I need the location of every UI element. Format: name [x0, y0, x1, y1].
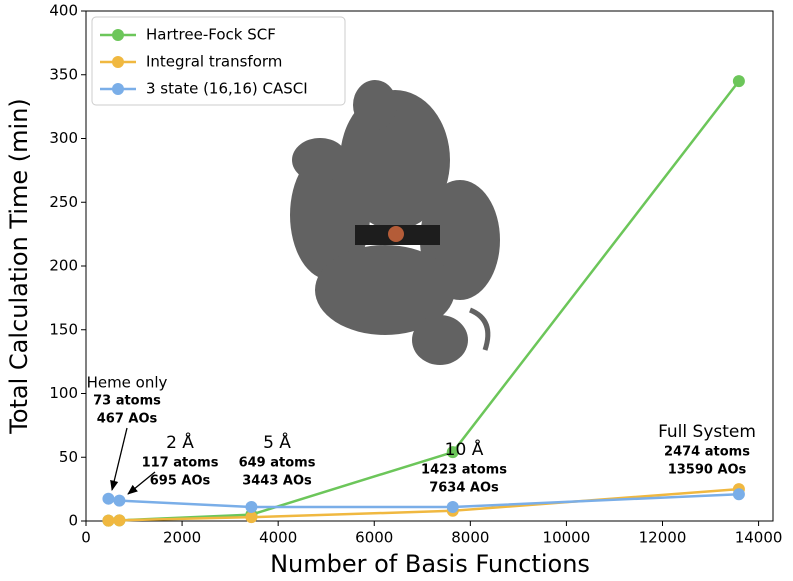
legend-marker [112, 56, 124, 68]
annotation-line: 695 AOs [150, 474, 211, 489]
annotation-title: 5 Å [263, 431, 291, 453]
y-tick-label: 100 [49, 384, 78, 402]
legend-marker [112, 83, 124, 95]
data-point [102, 492, 115, 505]
arrow [110, 427, 128, 492]
annotation-line: 467 AOs [97, 412, 158, 427]
x-tick-label: 10000 [543, 529, 591, 547]
x-tick-label: 6000 [355, 529, 393, 547]
annotation-title: Full System [658, 422, 756, 442]
data-point [446, 500, 459, 513]
y-tick-label: 200 [49, 257, 78, 275]
legend-label: Integral transform [146, 53, 282, 71]
annotation-line: 649 atoms [239, 456, 316, 471]
x-tick-label: 4000 [259, 529, 297, 547]
data-point [732, 488, 745, 501]
legend-label: 3 state (16,16) CASCI [146, 80, 308, 98]
annotation-line: 3443 AOs [242, 474, 312, 489]
y-tick-label: 400 [49, 2, 78, 20]
annotation-title: 10 Å [445, 438, 484, 460]
protein-image [290, 80, 500, 365]
data-point [446, 446, 459, 459]
y-axis-label: Total Calculation Time (min) [5, 98, 33, 435]
annotation-line: 1423 atoms [421, 463, 507, 478]
annotation-title: Heme only [87, 374, 168, 392]
legend-marker [112, 29, 124, 41]
annotation-line: 13590 AOs [668, 463, 747, 478]
x-tick-label: 14000 [735, 529, 783, 547]
data-point [245, 500, 258, 513]
y-tick-label: 250 [49, 193, 78, 211]
x-axis-label: Number of Basis Functions [270, 550, 590, 578]
data-point [245, 511, 258, 524]
data-point [113, 514, 126, 527]
y-tick-label: 0 [68, 512, 78, 530]
data-point [732, 75, 745, 88]
legend-label: Hartree-Fock SCF [146, 26, 276, 44]
annotation-title: 2 Å [166, 431, 194, 453]
y-tick-label: 50 [59, 448, 78, 466]
legend-box [91, 16, 346, 106]
annotation-line: 73 atoms [93, 394, 161, 409]
y-tick-label: 150 [49, 320, 78, 338]
x-tick-label: 0 [81, 529, 91, 547]
y-tick-label: 350 [49, 65, 78, 83]
x-tick-label: 2000 [163, 529, 201, 547]
annotation-line: 2474 atoms [664, 445, 750, 460]
arrow [127, 471, 156, 495]
annotation-line: 7634 AOs [429, 481, 499, 496]
data-point [102, 514, 115, 527]
y-tick-label: 300 [49, 129, 78, 147]
x-tick-label: 12000 [639, 529, 687, 547]
x-tick-label: 8000 [451, 529, 489, 547]
annotation-line: 117 atoms [142, 456, 219, 471]
data-point [113, 494, 126, 507]
